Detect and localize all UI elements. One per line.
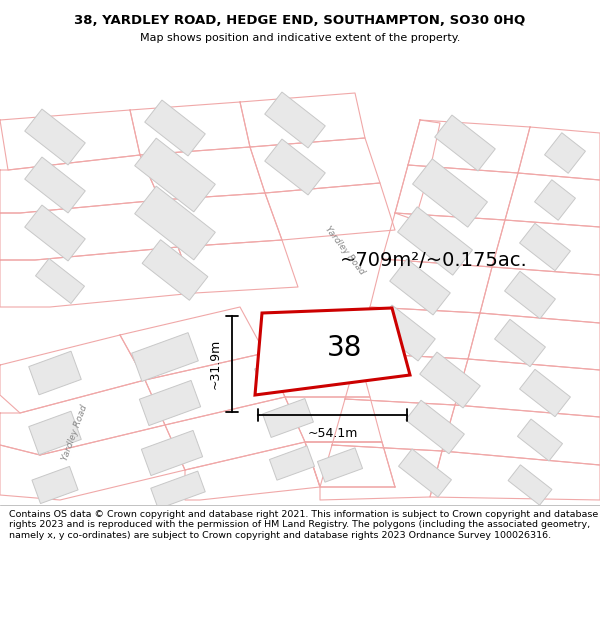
Polygon shape xyxy=(520,223,571,271)
Polygon shape xyxy=(508,465,552,505)
Polygon shape xyxy=(390,259,450,315)
Polygon shape xyxy=(505,271,556,319)
Polygon shape xyxy=(517,419,563,461)
Polygon shape xyxy=(263,399,313,437)
Polygon shape xyxy=(25,109,85,165)
Text: ~54.1m: ~54.1m xyxy=(307,427,358,440)
Text: 38: 38 xyxy=(327,334,362,362)
Polygon shape xyxy=(406,400,464,454)
Polygon shape xyxy=(254,354,305,392)
Text: 38, YARDLEY ROAD, HEDGE END, SOUTHAMPTON, SO30 0HQ: 38, YARDLEY ROAD, HEDGE END, SOUTHAMPTON… xyxy=(74,14,526,27)
Polygon shape xyxy=(131,332,199,381)
Polygon shape xyxy=(494,319,545,367)
Text: Yardley Road: Yardley Road xyxy=(323,224,367,276)
Text: Contains OS data © Crown copyright and database right 2021. This information is : Contains OS data © Crown copyright and d… xyxy=(9,510,598,539)
Polygon shape xyxy=(413,159,487,227)
Polygon shape xyxy=(255,308,410,395)
Polygon shape xyxy=(398,449,451,497)
Polygon shape xyxy=(134,138,215,212)
Polygon shape xyxy=(142,431,203,476)
Text: Map shows position and indicative extent of the property.: Map shows position and indicative extent… xyxy=(140,33,460,43)
Polygon shape xyxy=(29,411,81,455)
Polygon shape xyxy=(398,207,472,275)
Polygon shape xyxy=(520,369,571,417)
Polygon shape xyxy=(25,205,85,261)
Polygon shape xyxy=(535,180,575,220)
Text: ~709m²/~0.175ac.: ~709m²/~0.175ac. xyxy=(340,251,528,269)
Polygon shape xyxy=(420,352,480,408)
Polygon shape xyxy=(269,446,314,480)
Polygon shape xyxy=(435,115,495,171)
Polygon shape xyxy=(545,132,586,173)
Polygon shape xyxy=(139,381,200,426)
Polygon shape xyxy=(35,259,85,304)
Polygon shape xyxy=(142,240,208,300)
Polygon shape xyxy=(134,186,215,260)
Polygon shape xyxy=(317,448,362,482)
Polygon shape xyxy=(32,466,78,504)
Text: ~31.9m: ~31.9m xyxy=(209,339,222,389)
Polygon shape xyxy=(151,471,205,509)
Polygon shape xyxy=(29,351,81,395)
Polygon shape xyxy=(265,139,325,195)
Polygon shape xyxy=(25,157,85,213)
Polygon shape xyxy=(375,305,435,361)
Polygon shape xyxy=(145,100,205,156)
Text: Yardley Road: Yardley Road xyxy=(61,404,89,462)
Polygon shape xyxy=(265,92,325,148)
